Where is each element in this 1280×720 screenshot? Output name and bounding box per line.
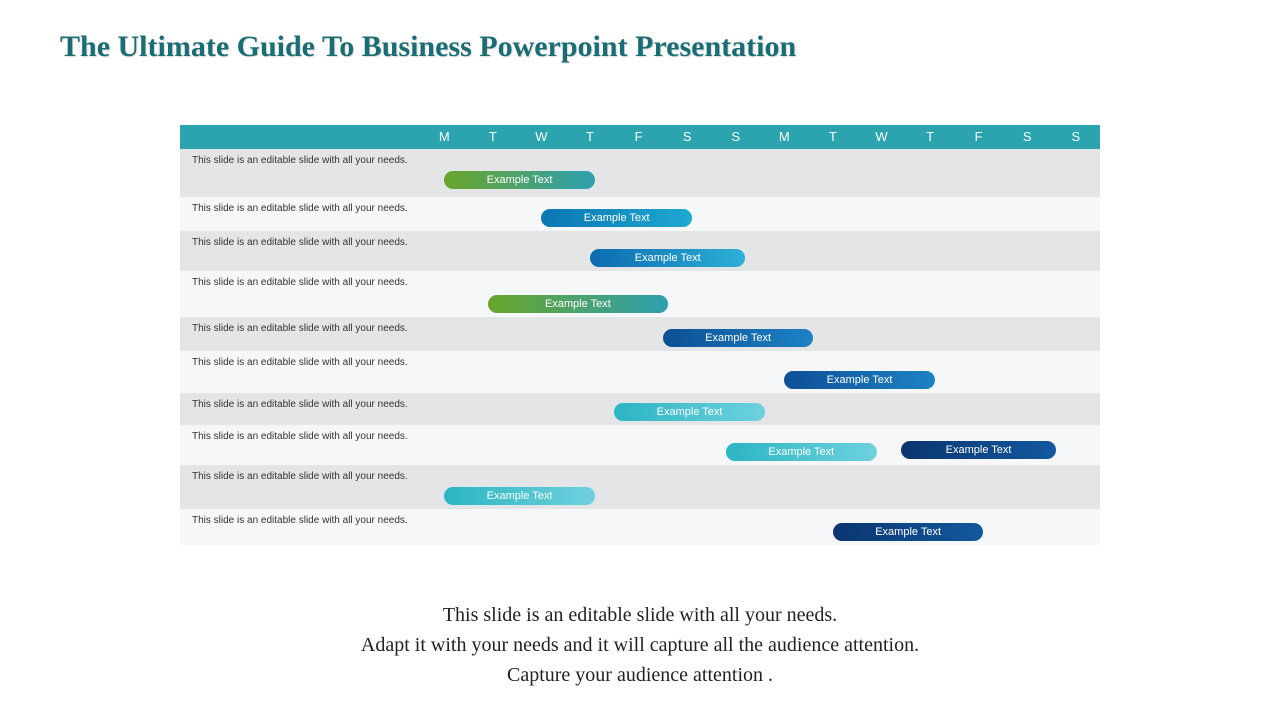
- footer-line-2: Adapt it with your needs and it will cap…: [0, 630, 1280, 660]
- gantt-row: This slide is an editable slide with all…: [180, 509, 1100, 545]
- row-label: This slide is an editable slide with all…: [180, 425, 420, 443]
- day-header: T: [469, 125, 518, 149]
- gantt-row: This slide is an editable slide with all…: [180, 393, 1100, 425]
- row-track: Example Text: [420, 351, 1100, 393]
- gantt-body: This slide is an editable slide with all…: [180, 149, 1100, 545]
- row-label: This slide is an editable slide with all…: [180, 509, 420, 527]
- gantt-bar: Example Text: [444, 171, 595, 189]
- gantt-bar: Example Text: [663, 329, 814, 347]
- gantt-bar: Example Text: [541, 209, 692, 227]
- day-header: W: [517, 125, 566, 149]
- gantt-row: This slide is an editable slide with all…: [180, 425, 1100, 465]
- day-header: F: [954, 125, 1003, 149]
- row-label: This slide is an editable slide with all…: [180, 271, 420, 289]
- row-track: Example Text: [420, 231, 1100, 271]
- row-track: Example Text: [420, 393, 1100, 425]
- row-track: Example Text: [420, 465, 1100, 509]
- row-label: This slide is an editable slide with all…: [180, 317, 420, 335]
- gantt-header: MTWTFSSMTWTFSS: [180, 125, 1100, 149]
- row-track: Example Text: [420, 197, 1100, 231]
- row-track: Example Text: [420, 149, 1100, 197]
- gantt-row: This slide is an editable slide with all…: [180, 317, 1100, 351]
- footer-line-3: Capture your audience attention .: [0, 660, 1280, 690]
- row-label: This slide is an editable slide with all…: [180, 197, 420, 215]
- day-header: M: [760, 125, 809, 149]
- day-header: T: [566, 125, 615, 149]
- row-label: This slide is an editable slide with all…: [180, 465, 420, 483]
- day-header: T: [906, 125, 955, 149]
- row-label: This slide is an editable slide with all…: [180, 393, 420, 411]
- gantt-bar: Example Text: [901, 441, 1056, 459]
- day-header: S: [1052, 125, 1101, 149]
- day-header: W: [857, 125, 906, 149]
- row-track: Example Text: [420, 317, 1100, 351]
- day-header: F: [614, 125, 663, 149]
- gantt-bar: Example Text: [784, 371, 935, 389]
- gantt-row: This slide is an editable slide with all…: [180, 197, 1100, 231]
- row-track: Example Text: [420, 271, 1100, 317]
- gantt-row: This slide is an editable slide with all…: [180, 271, 1100, 317]
- gantt-bar: Example Text: [590, 249, 745, 267]
- gantt-bar: Example Text: [444, 487, 595, 505]
- page-title: The Ultimate Guide To Business Powerpoin…: [60, 30, 796, 64]
- footer-line-1: This slide is an editable slide with all…: [0, 600, 1280, 630]
- day-header: S: [663, 125, 712, 149]
- row-track: Example Text: [420, 509, 1100, 545]
- gantt-row: This slide is an editable slide with all…: [180, 149, 1100, 197]
- row-label: This slide is an editable slide with all…: [180, 149, 420, 167]
- day-header: S: [1003, 125, 1052, 149]
- gantt-bar: Example Text: [726, 443, 877, 461]
- day-header: S: [711, 125, 760, 149]
- gantt-bar: Example Text: [614, 403, 765, 421]
- row-track: Example Text Example Text: [420, 425, 1100, 465]
- gantt-row: This slide is an editable slide with all…: [180, 231, 1100, 271]
- row-label: This slide is an editable slide with all…: [180, 231, 420, 249]
- day-header: M: [420, 125, 469, 149]
- gantt-row: This slide is an editable slide with all…: [180, 351, 1100, 393]
- header-label-spacer: [180, 125, 420, 149]
- gantt-row: This slide is an editable slide with all…: [180, 465, 1100, 509]
- gantt-bar: Example Text: [488, 295, 668, 313]
- gantt-chart: MTWTFSSMTWTFSS This slide is an editable…: [180, 125, 1100, 545]
- row-label: This slide is an editable slide with all…: [180, 351, 420, 369]
- gantt-bar: Example Text: [833, 523, 984, 541]
- footer-text: This slide is an editable slide with all…: [0, 600, 1280, 690]
- day-header: T: [809, 125, 858, 149]
